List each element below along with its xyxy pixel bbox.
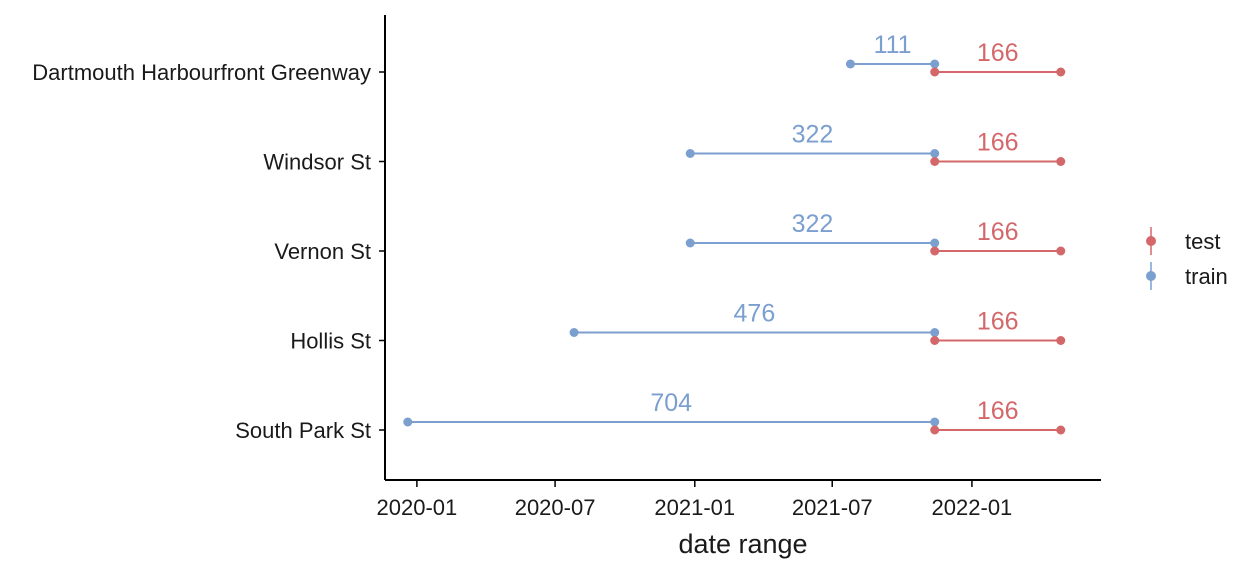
x-axis-title: date range — [678, 529, 807, 559]
train-start-point — [685, 149, 695, 158]
test-start-point — [930, 336, 940, 345]
x-tick-label: 2020-01 — [377, 495, 458, 520]
x-tick-label: 2022-01 — [932, 495, 1013, 520]
test-duration-label: 166 — [977, 129, 1019, 157]
train-end-point — [930, 59, 940, 69]
x-tick-label: 2021-07 — [792, 495, 873, 520]
legend-key-point — [1146, 271, 1156, 281]
train-end-point — [930, 328, 940, 337]
y-tick-label: Hollis St — [290, 329, 371, 354]
train-duration-label: 322 — [792, 210, 834, 238]
x-axis-ticks: 2020-01 2020-07 2021-01 2021-07 2022-01 — [377, 480, 1013, 520]
x-tick-label: 2021-01 — [654, 495, 735, 520]
test-end-point — [1056, 336, 1066, 345]
legend-label: test — [1185, 229, 1220, 254]
train-start-point — [569, 328, 579, 337]
train-end-point — [930, 149, 940, 158]
plot-area: 111 322 322 476 704 166 166 166 166 166 — [403, 31, 1066, 435]
test-start-point — [930, 425, 940, 435]
test-start-point — [930, 246, 940, 256]
test-duration-label: 166 — [977, 39, 1019, 67]
test-start-point — [930, 157, 940, 166]
train-start-point — [845, 59, 855, 69]
train-duration-label: 111 — [874, 31, 912, 59]
train-end-point — [930, 238, 940, 248]
y-axis-ticks: Dartmouth Harbourfront Greenway Windsor S… — [32, 60, 385, 443]
test-end-point — [1056, 425, 1066, 435]
y-tick-label: Vernon St — [274, 239, 371, 264]
train-duration-label: 322 — [792, 121, 834, 149]
test-end-point — [1056, 157, 1066, 166]
axes — [384, 15, 1101, 481]
y-tick-label: Dartmouth Harbourfront Greenway — [32, 60, 371, 85]
y-tick-label: South Park St — [235, 418, 371, 443]
test-end-point — [1056, 246, 1066, 256]
x-tick-label: 2020-07 — [515, 495, 596, 520]
test-duration-label: 166 — [977, 308, 1019, 336]
test-start-point — [930, 67, 940, 77]
train-duration-label: 476 — [734, 300, 776, 328]
train-end-point — [930, 417, 940, 427]
legend: test train — [1146, 227, 1228, 290]
test-duration-label: 166 — [977, 397, 1019, 425]
test-duration-label: 166 — [977, 218, 1019, 246]
y-tick-label: Windsor St — [263, 150, 371, 175]
train-start-point — [403, 417, 413, 427]
train-duration-label: 704 — [650, 389, 692, 417]
legend-label: train — [1185, 264, 1228, 289]
legend-key-point — [1146, 236, 1156, 246]
test-end-point — [1056, 67, 1066, 77]
train-start-point — [685, 238, 695, 248]
